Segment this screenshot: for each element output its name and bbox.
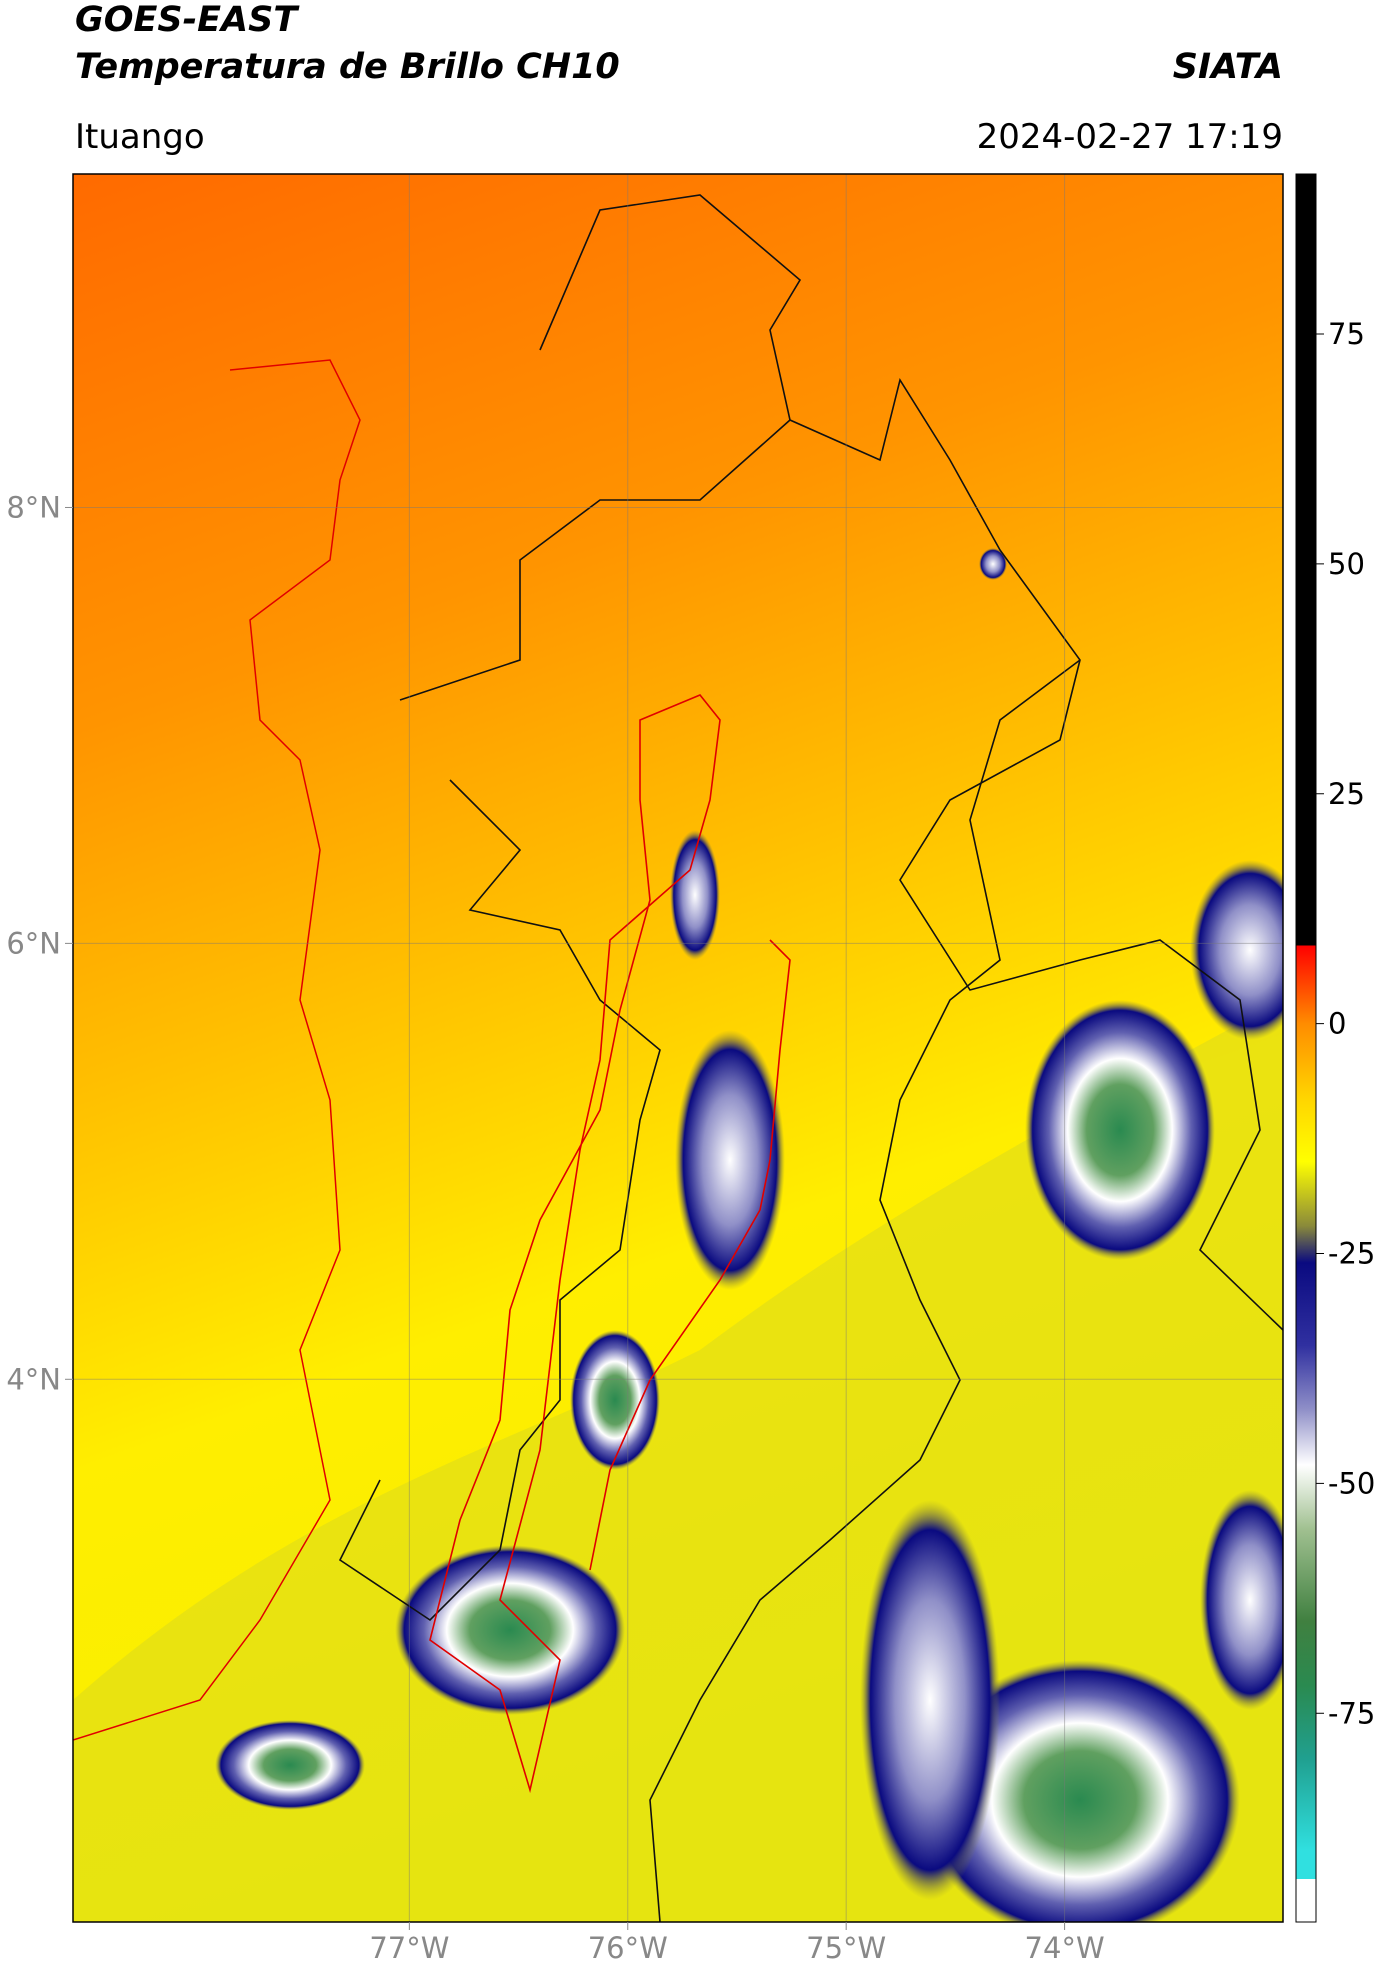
colorbar-tick-label: 0	[1328, 1007, 1346, 1041]
cloud	[1190, 860, 1283, 1040]
y-tick-label: 4°N	[6, 1362, 61, 1396]
cloud	[920, 1660, 1240, 1922]
grid	[73, 174, 1283, 1922]
colorbar-tick-label: -75	[1328, 1696, 1375, 1730]
y-tick-label: 6°N	[6, 926, 61, 960]
cloud	[1025, 1000, 1215, 1260]
border	[338, 419, 1081, 1922]
river	[589, 939, 791, 1571]
colorbar	[1295, 173, 1317, 1923]
source: SIATA	[1173, 47, 1283, 87]
datetime: 2024-02-27 17:19	[977, 117, 1283, 157]
cloud	[570, 1330, 660, 1470]
subtitle: Temperatura de Brillo CH10	[75, 47, 620, 87]
cloud	[860, 1500, 1000, 1900]
x-tick-label: 74°W	[1025, 1931, 1105, 1965]
title: GOES-EAST	[75, 0, 300, 40]
x-tick-label: 77°W	[369, 1931, 449, 1965]
colorbar-tick-label: -25	[1328, 1237, 1375, 1271]
colorbar-tick-label: 75	[1328, 317, 1365, 351]
cloud	[979, 548, 1007, 580]
x-tick-label: 75°W	[806, 1931, 886, 1965]
colorbar-tick-label: 50	[1328, 547, 1365, 581]
cloud	[395, 1545, 625, 1715]
x-tick-label: 76°W	[588, 1931, 668, 1965]
colorbar-tick-label: 25	[1328, 777, 1365, 811]
y-tick-label: 8°N	[6, 490, 61, 524]
colorbar-tick-label: -50	[1328, 1466, 1375, 1500]
cloud	[1200, 1490, 1283, 1710]
cloud	[215, 1720, 365, 1810]
map-frame	[72, 173, 1284, 1923]
basin-outline	[429, 694, 721, 1794]
cloud	[670, 830, 720, 960]
region: Ituango	[75, 117, 205, 157]
coastline	[73, 359, 361, 1741]
map	[73, 174, 1283, 1922]
cloud	[675, 1030, 785, 1290]
